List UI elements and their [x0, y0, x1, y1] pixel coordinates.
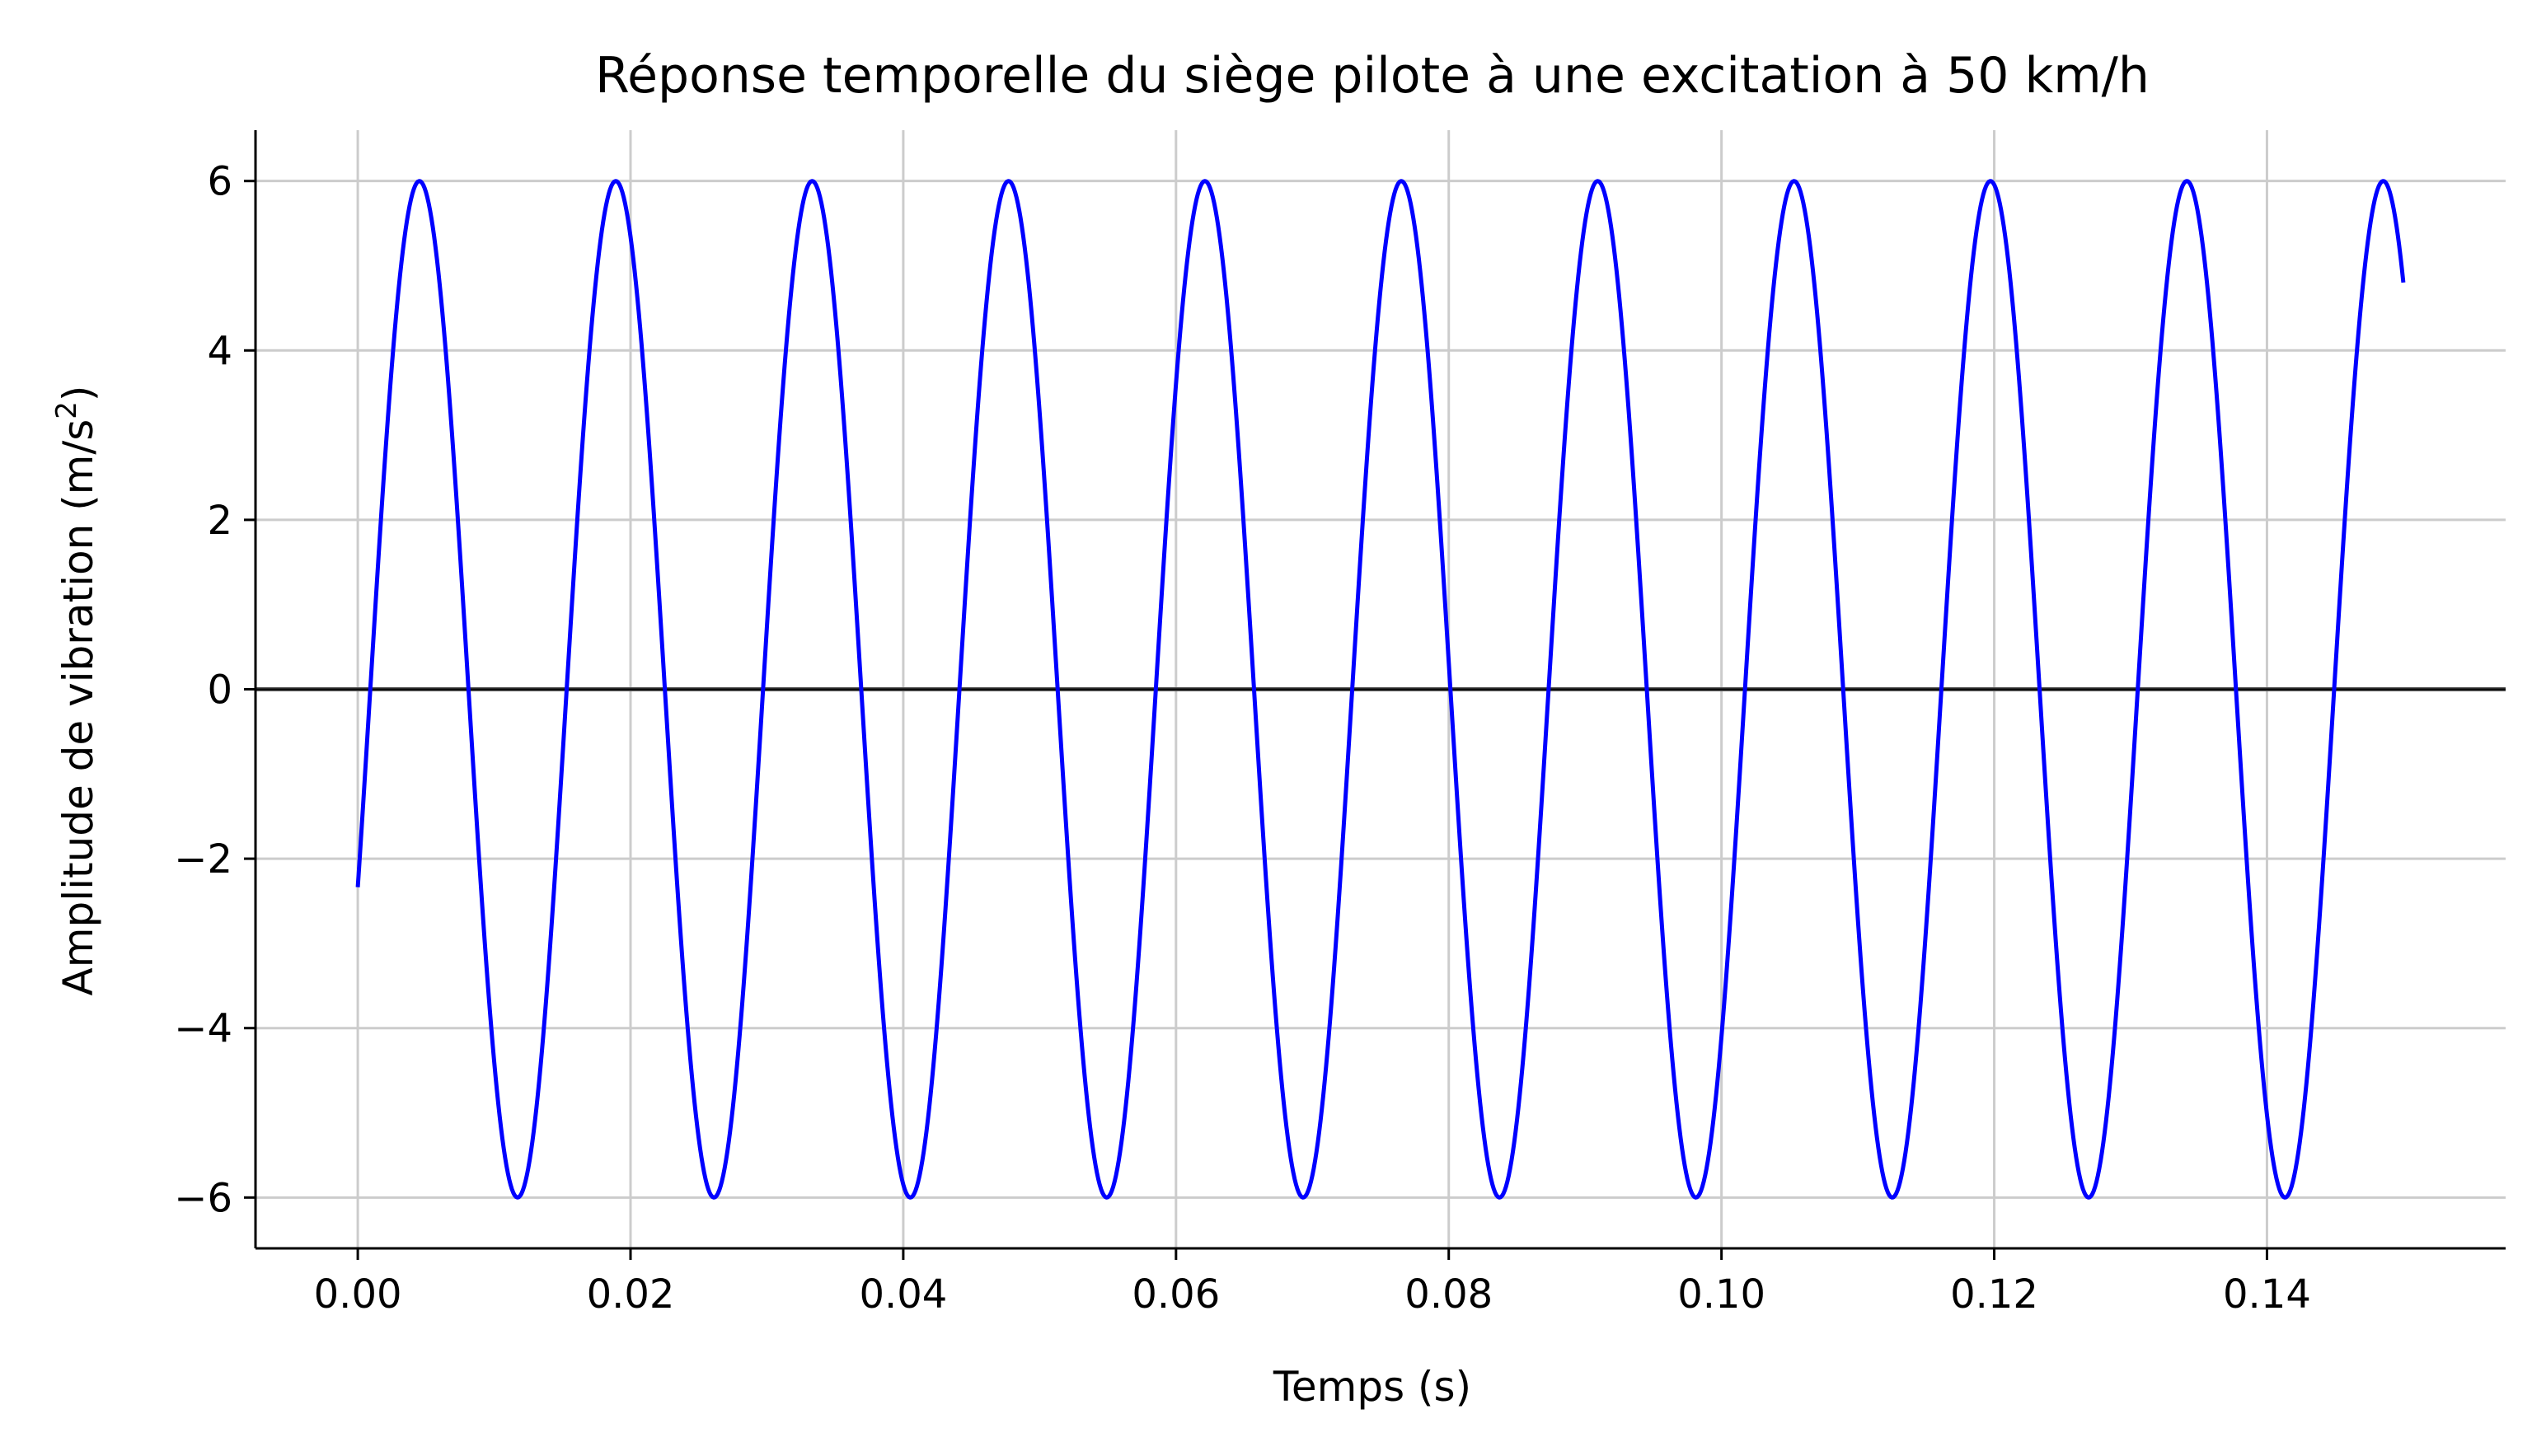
y-tick-label: 4	[207, 328, 232, 374]
vibration-series-line	[355, 179, 2406, 1200]
y-tick-label: −6	[174, 1175, 232, 1221]
x-tick-label: 0.12	[1950, 1271, 2038, 1318]
chart-title: Réponse temporelle du siège pilote à une…	[595, 47, 2150, 105]
y-tick-label: 0	[207, 667, 232, 714]
x-tick-label: 0.06	[1132, 1271, 1220, 1318]
y-axis-ticks: −6 −4 −2 0 2 4 6	[174, 159, 256, 1221]
x-tick-label: 0.02	[587, 1271, 675, 1318]
y-tick-label: 6	[207, 159, 232, 205]
y-axis-label: Amplitude de vibration (m/s2)	[50, 386, 102, 996]
y-tick-label: 2	[207, 498, 232, 544]
y-tick-label: −4	[174, 1006, 232, 1052]
x-axis-ticks: 0.00 0.02 0.04 0.06 0.08 0.10 0.12 0.14	[314, 1248, 2311, 1318]
x-tick-label: 0.10	[1677, 1271, 1765, 1318]
y-axis-label-close: )	[54, 386, 102, 402]
y-tick-label: −2	[174, 836, 232, 882]
x-tick-label: 0.14	[2223, 1271, 2311, 1318]
y-axis-label-superscript: 2	[50, 401, 83, 419]
y-axis-label-main: Amplitude de vibration (m/s	[54, 419, 102, 996]
x-tick-label: 0.00	[314, 1271, 402, 1318]
x-tick-label: 0.04	[859, 1271, 947, 1318]
x-axis-label: Temps (s)	[1273, 1363, 1471, 1411]
x-tick-label: 0.08	[1404, 1271, 1493, 1318]
